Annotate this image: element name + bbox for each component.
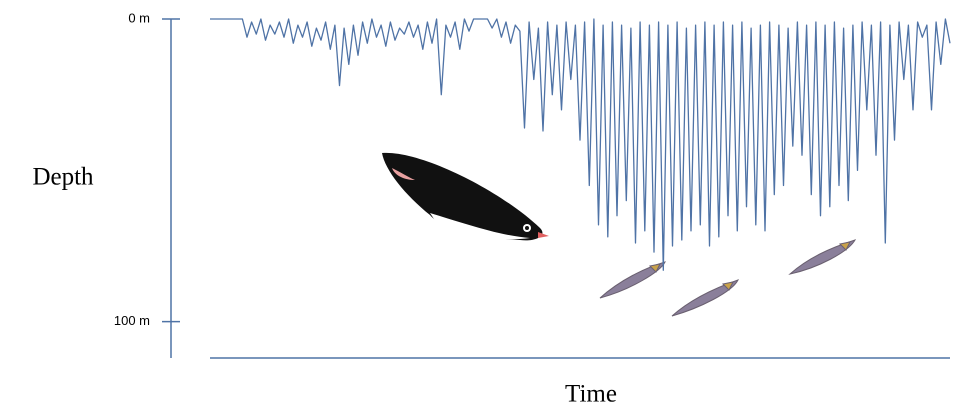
x-axis-title: Time bbox=[565, 381, 617, 408]
y-axis-title: Depth bbox=[32, 164, 94, 191]
krill bbox=[599, 239, 857, 317]
penguin bbox=[382, 152, 549, 241]
y-tick-label: 0 m bbox=[128, 10, 150, 25]
depth-line bbox=[210, 18, 951, 271]
y-tick-label: 100 m bbox=[114, 313, 150, 328]
